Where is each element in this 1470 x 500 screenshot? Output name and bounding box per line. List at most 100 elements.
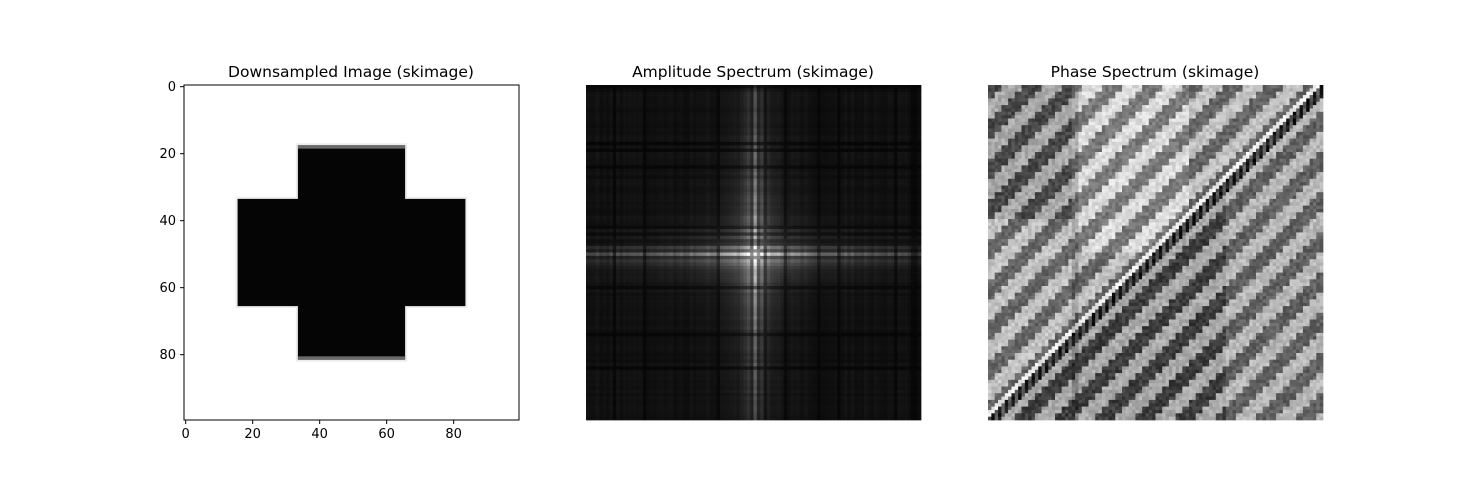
amplitude-pixel [817, 192, 821, 196]
amplitude-pixel [803, 182, 808, 186]
amplitude-pixel [783, 118, 788, 123]
amplitude-pixel [753, 188, 758, 193]
amplitude-pixel [733, 249, 738, 253]
amplitude-pixel [622, 185, 627, 190]
amplitude-pixel [776, 245, 781, 250]
amplitude-pixel [823, 121, 828, 126]
amplitude-pixel [870, 188, 875, 193]
amplitude-pixel [666, 232, 671, 237]
amplitude-pixel [629, 148, 634, 153]
amplitude-pixel [693, 155, 697, 160]
amplitude-pixel [709, 229, 714, 233]
amplitude-pixel [857, 185, 862, 190]
x-axis-ticks: 0 20 40 60 80 [182, 420, 462, 442]
amplitude-pixel [602, 212, 607, 216]
amplitude-pixel [616, 138, 620, 143]
amplitude-pixel [709, 202, 714, 206]
amplitude-pixel [596, 131, 600, 136]
amplitude-pixel [820, 88, 825, 93]
amplitude-pixel [629, 162, 634, 166]
amplitude-pixel [720, 101, 724, 106]
amplitude-pixel [609, 185, 614, 190]
amplitude-pixel [880, 155, 885, 160]
amplitude-pixel [867, 182, 872, 186]
amplitude-pixel [622, 249, 627, 253]
amplitude-pixel [636, 98, 640, 103]
amplitude-pixel [773, 219, 778, 223]
amplitude-pixel [850, 85, 855, 89]
amplitude-pixel [860, 232, 865, 237]
amplitude-pixel [776, 95, 781, 99]
amplitude-pixel [833, 202, 838, 206]
amplitude-pixel [753, 101, 758, 106]
amplitude-pixel [619, 208, 624, 213]
amplitude-pixel [596, 229, 600, 233]
amplitude-pixel [746, 85, 751, 89]
amplitude-pixel [753, 135, 758, 139]
amplitude-pixel [850, 118, 855, 123]
amplitude-pixel [653, 168, 657, 173]
amplitude-pixel [830, 219, 835, 223]
amplitude-pixel [756, 185, 761, 190]
amplitude-pixel [817, 172, 821, 176]
amplitude-pixel [699, 165, 704, 170]
amplitude-pixel [716, 85, 721, 89]
amplitude-pixel [602, 192, 607, 196]
amplitude-pixel [833, 178, 838, 183]
amplitude-pixel [619, 155, 624, 160]
amplitude-pixel [626, 131, 630, 136]
amplitude-pixel [720, 232, 724, 237]
amplitude-pixel [653, 175, 657, 180]
amplitude-pixel [783, 152, 788, 156]
amplitude-pixel [910, 212, 915, 216]
amplitude-pixel [756, 172, 761, 176]
amplitude-pixel [810, 141, 815, 146]
amplitude-pixel [864, 88, 868, 93]
amplitude-pixel [890, 239, 895, 243]
amplitude-pixel [736, 239, 741, 243]
amplitude-pixel [723, 155, 728, 160]
amplitude-pixel [817, 138, 821, 143]
amplitude-pixel [807, 121, 811, 126]
amplitude-pixel [756, 192, 761, 196]
amplitude-pixel [693, 195, 697, 200]
amplitude-pixel [720, 141, 724, 146]
amplitude-pixel [679, 135, 684, 139]
amplitude-pixel [619, 85, 624, 89]
amplitude-pixel [649, 148, 654, 153]
amplitude-pixel [874, 155, 878, 160]
amplitude-pixel [656, 108, 661, 113]
amplitude-pixel [709, 208, 714, 213]
amplitude-pixel [666, 185, 671, 190]
amplitude-pixel [626, 105, 630, 109]
amplitude-pixel [793, 208, 798, 213]
amplitude-pixel [669, 212, 674, 216]
amplitude-pixel [723, 182, 728, 186]
amplitude-pixel [653, 91, 657, 96]
amplitude-pixel [703, 148, 707, 153]
amplitude-pixel [586, 202, 590, 206]
amplitude-pixel [723, 172, 728, 176]
amplitude-pixel [709, 235, 714, 240]
amplitude-pixel [837, 208, 841, 213]
amplitude-pixel [803, 91, 808, 96]
amplitude-pixel [629, 235, 634, 240]
amplitude-pixel [743, 101, 748, 106]
amplitude-pixel [874, 239, 878, 243]
amplitude-pixel [907, 212, 912, 216]
amplitude-pixel [709, 95, 714, 99]
amplitude-pixel [857, 165, 862, 170]
amplitude-pixel [887, 242, 892, 247]
amplitude-pixel [917, 131, 922, 136]
amplitude-pixel [776, 239, 781, 243]
amplitude-pixel [810, 121, 815, 126]
amplitude-pixel [642, 85, 647, 89]
amplitude-pixel [910, 105, 915, 109]
amplitude-pixel [813, 148, 818, 153]
amplitude-pixel [713, 205, 717, 210]
amplitude-pixel [867, 185, 872, 190]
amplitude-pixel [793, 101, 798, 106]
amplitude-pixel [669, 155, 674, 160]
amplitude-pixel [736, 229, 741, 233]
amplitude-pixel [850, 195, 855, 200]
